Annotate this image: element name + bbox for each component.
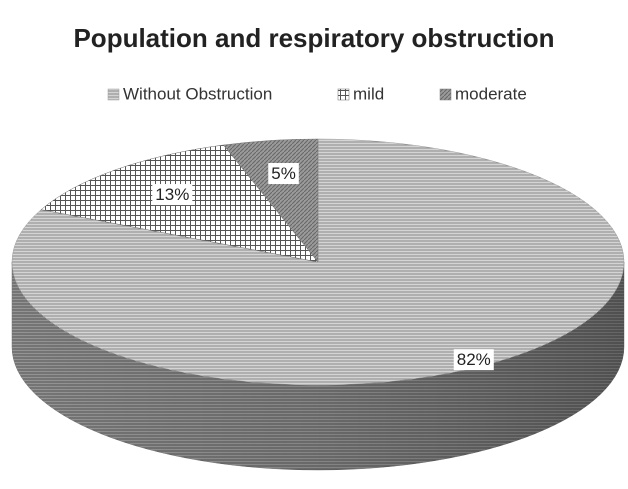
value-label: 13% (155, 185, 189, 204)
legend-swatch (337, 88, 350, 101)
value-label-bg (268, 163, 299, 185)
legend-swatch (439, 88, 452, 101)
legend-label: Without Obstruction (123, 84, 272, 103)
value-label-bg (453, 349, 494, 371)
side-shade (12, 262, 624, 470)
legend-label: mild (353, 84, 384, 103)
value-label: 5% (271, 164, 296, 183)
legend-label: moderate (455, 84, 527, 103)
value-label: 82% (457, 350, 491, 369)
chart-title: Population and respiratory obstruction (73, 23, 554, 53)
value-label-bg (152, 184, 193, 206)
legend-swatch (107, 88, 120, 101)
